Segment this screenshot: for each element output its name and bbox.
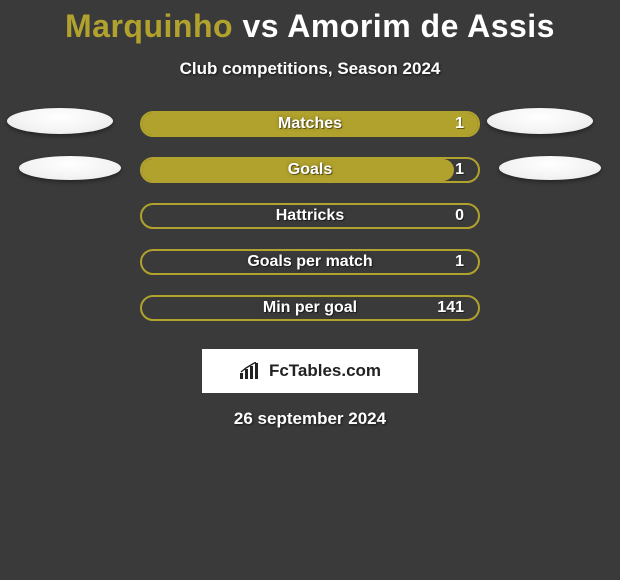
- page-title: Marquinho vs Amorim de Assis: [0, 8, 620, 45]
- bar-value: 141: [437, 299, 464, 317]
- bar-value: 1: [455, 161, 464, 179]
- stat-row: Goals per match1: [0, 239, 620, 285]
- bar-track: Min per goal141: [140, 295, 480, 321]
- bar-track: Goals per match1: [140, 249, 480, 275]
- title-vs: vs: [242, 8, 279, 44]
- bar-track: Hattricks0: [140, 203, 480, 229]
- bar-fill: [142, 159, 454, 181]
- attribution-logo: FcTables.com: [202, 349, 418, 393]
- bar-fill: [142, 113, 478, 135]
- bar-value: 1: [455, 253, 464, 271]
- bar-label: Min per goal: [142, 299, 478, 317]
- logo-text: FcTables.com: [269, 361, 381, 381]
- bar-value: 0: [455, 207, 464, 225]
- stat-row: Goals1: [0, 147, 620, 193]
- stat-row: Matches1: [0, 101, 620, 147]
- stat-row: Hattricks0: [0, 193, 620, 239]
- title-player2: Amorim de Assis: [287, 8, 555, 44]
- bar-track: Goals1: [140, 157, 480, 183]
- logo-inner: FcTables.com: [239, 361, 381, 381]
- stat-row: Min per goal141: [0, 285, 620, 331]
- bar-label: Hattricks: [142, 207, 478, 225]
- comparison-chart: Matches1Goals1Hattricks0Goals per match1…: [0, 101, 620, 331]
- bar-label: Goals per match: [142, 253, 478, 271]
- subtitle: Club competitions, Season 2024: [0, 59, 620, 79]
- bar-chart-icon: [239, 362, 263, 380]
- date-text: 26 september 2024: [0, 409, 620, 429]
- bar-track: Matches1: [140, 111, 480, 137]
- root: Marquinho vs Amorim de Assis Club compet…: [0, 0, 620, 429]
- title-player1: Marquinho: [65, 8, 233, 44]
